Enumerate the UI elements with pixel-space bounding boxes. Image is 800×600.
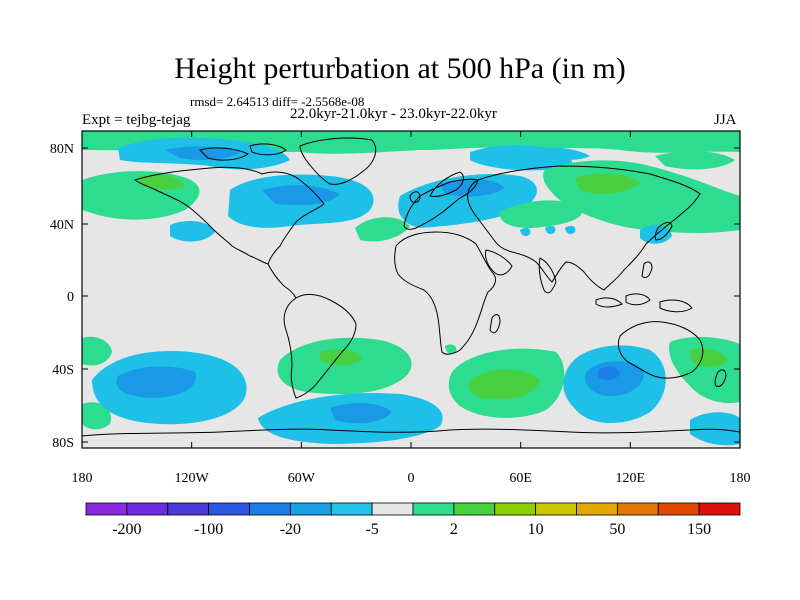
coastline-africa (394, 231, 496, 355)
coastline-madagascar (489, 314, 501, 334)
colorbar-label: -100 (194, 521, 223, 538)
positive-anomaly-region (445, 344, 457, 354)
lon-tick-label: 60E (509, 471, 532, 486)
colorbar-swatch (535, 502, 577, 516)
colorbar-swatch (371, 502, 414, 516)
lon-tick-label: 180 (72, 471, 93, 486)
lat-tick-label: 80S (52, 436, 74, 451)
colorbar-label: 150 (687, 521, 711, 538)
axis-ticks: 80N 40N 0 40S 80S 180 120W 60W 0 60E 120E 180 (50, 131, 751, 486)
positive-anomaly-region (575, 173, 640, 194)
lon-tick-label: 0 (408, 471, 415, 486)
period-label: 22.0kyr-21.0kyr - 23.0kyr-22.0kyr (290, 106, 497, 122)
coastline-japan (654, 221, 673, 241)
coastline-antarctica (82, 428, 740, 437)
colorbar-swatch (412, 502, 455, 516)
colorbar-swatch (494, 502, 537, 516)
lon-tick-label: 180 (730, 471, 751, 486)
positive-anomaly-region (499, 200, 582, 228)
negative-anomaly-region (116, 366, 196, 398)
negative-anomaly-region (330, 403, 392, 424)
coastline-philippines (641, 261, 653, 279)
colorbar-label: 50 (609, 521, 625, 538)
coastline-greenland (299, 137, 377, 185)
positive-anomaly-region (690, 348, 728, 367)
colorbar-swatch (616, 502, 659, 516)
lat-tick-label: 40N (50, 218, 74, 233)
negative-anomaly-region (598, 366, 620, 381)
experiment-label: Expt = tejbg-tejag (82, 112, 191, 128)
colorbar-swatch (167, 502, 210, 516)
lon-tick-label: 120W (175, 471, 210, 486)
colorbar-swatch (576, 502, 618, 516)
negative-anomaly-region (545, 225, 556, 235)
lat-tick-label: 40S (52, 363, 74, 378)
lat-tick-label: 0 (67, 290, 74, 305)
lon-tick-label: 120E (616, 471, 646, 486)
coastline-arabia (485, 249, 513, 276)
negative-anomaly-region (540, 147, 590, 160)
coastline-north-america (133, 166, 325, 265)
statistics-line: rmsd= 2.64513 diff= -2.5568e-08 (190, 94, 365, 109)
positive-anomaly-region (655, 151, 735, 170)
positive-anomaly-region (468, 369, 540, 400)
coastlines (82, 137, 740, 437)
coastline-new-guinea (659, 299, 693, 313)
colorbar-label: -200 (112, 521, 141, 538)
colorbar-swatch (330, 502, 373, 516)
coastline-new-zealand (714, 369, 727, 387)
contour-fields (82, 131, 740, 446)
colorbar-label: -20 (280, 521, 301, 538)
positive-anomaly-region (320, 349, 362, 366)
coastline-indonesia (625, 293, 651, 306)
colorbar-label: -5 (365, 521, 378, 538)
colorbar: -200 -100 -20 -5 2 10 50 150 (85, 502, 741, 538)
coastline-scandinavia (429, 171, 464, 197)
coastline-british-isles (409, 191, 421, 203)
colorbar-swatch (208, 502, 250, 516)
coastline-indonesia (595, 297, 623, 308)
positive-anomaly-region (277, 337, 412, 395)
coastline-australia (617, 321, 704, 379)
negative-anomaly-region (520, 227, 531, 237)
colorbar-swatch (657, 502, 700, 516)
colorbar-swatch (85, 502, 128, 516)
season-label: JJA (714, 112, 737, 128)
coastline-arctic-islands (249, 143, 287, 156)
coastline-arctic-islands (199, 147, 249, 161)
coastline-india (538, 257, 557, 294)
colorbar-swatch (249, 502, 291, 516)
negative-anomaly-region (565, 225, 576, 235)
lon-tick-label: 60W (288, 471, 316, 486)
lat-tick-label: 80N (50, 142, 74, 157)
positive-anomaly-region (669, 336, 740, 404)
coastline-asia (467, 165, 701, 291)
coastline-central-america (267, 263, 297, 299)
positive-anomaly-region (140, 174, 185, 190)
colorbar-swatch (289, 502, 332, 516)
coastline-europe (403, 178, 479, 230)
negative-anomaly-region (440, 179, 505, 197)
positive-anomaly-region (355, 217, 410, 242)
colorbar-label: 2 (450, 521, 458, 538)
coastline-south-america (283, 293, 357, 399)
colorbar-swatch (698, 502, 741, 516)
positive-anomaly-region (82, 336, 112, 366)
negative-anomaly-region (690, 412, 740, 446)
positive-anomaly-region (82, 402, 111, 430)
colorbar-swatch (126, 502, 169, 516)
colorbar-swatch (453, 502, 496, 516)
figure-title: Height perturbation at 500 hPa (in m) (174, 52, 626, 85)
negative-anomaly-region (170, 220, 215, 242)
colorbar-label: 10 (528, 521, 544, 538)
